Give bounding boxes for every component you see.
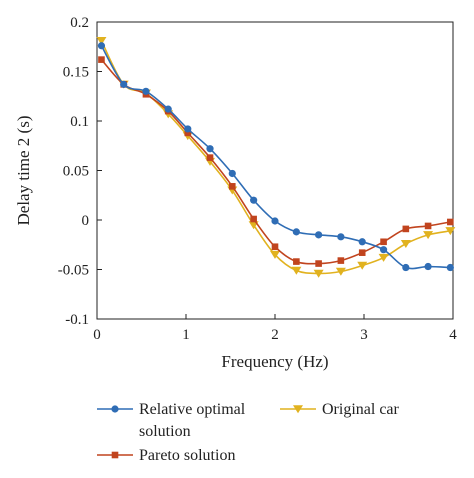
legend-entry-0: Relative optimal solution bbox=[97, 401, 246, 440]
data-point bbox=[97, 42, 106, 50]
legend-entry-2: Pareto solution bbox=[97, 447, 235, 464]
y-tick-label: 0 bbox=[82, 213, 90, 229]
data-point bbox=[228, 183, 236, 190]
data-point bbox=[250, 215, 257, 223]
legend-label: Pareto solution bbox=[139, 447, 235, 464]
legend: Relative optimal solution Original car Pare… bbox=[97, 401, 400, 464]
data-point bbox=[142, 87, 150, 95]
series-layer bbox=[96, 37, 456, 278]
data-point bbox=[184, 129, 192, 137]
data-point bbox=[424, 222, 432, 230]
data-point bbox=[292, 228, 300, 236]
y-tick-label: 0.05 bbox=[63, 164, 89, 180]
y-axis-ticks: -0.1 -0.05 0 0.05 0.1 0.15 0.2 bbox=[58, 15, 102, 328]
data-point bbox=[120, 80, 128, 88]
data-point bbox=[357, 261, 368, 270]
data-point bbox=[400, 240, 411, 249]
x-tick-label: 4 bbox=[449, 327, 457, 343]
legend-marker bbox=[293, 405, 303, 414]
y-axis-label: Delay time 2 (s) bbox=[14, 116, 33, 226]
data-point bbox=[337, 233, 345, 241]
y-tick-label: 0.15 bbox=[63, 65, 89, 81]
data-point bbox=[358, 249, 366, 256]
x-tick-label: 2 bbox=[271, 327, 279, 343]
x-axis-label: Frequency (Hz) bbox=[221, 352, 328, 371]
data-point bbox=[250, 196, 258, 204]
y-tick-label: -0.1 bbox=[65, 312, 89, 328]
data-point bbox=[335, 267, 346, 276]
data-point bbox=[315, 231, 323, 239]
x-tick-label: 0 bbox=[93, 327, 101, 343]
x-tick-label: 1 bbox=[182, 327, 190, 343]
axes bbox=[96, 21, 454, 320]
series-line bbox=[100, 45, 451, 270]
y-tick-label: 0.2 bbox=[70, 15, 89, 31]
data-point bbox=[402, 225, 410, 233]
y-tick-label: 0.1 bbox=[70, 114, 89, 130]
data-point bbox=[270, 250, 280, 259]
legend-label: Original car bbox=[322, 401, 400, 418]
legend-entry-1: Original car bbox=[280, 401, 400, 418]
data-point bbox=[184, 125, 192, 133]
data-point bbox=[447, 218, 454, 226]
y-tick-label: -0.05 bbox=[58, 263, 89, 279]
data-point bbox=[445, 227, 456, 236]
series-triangle-down-1 bbox=[96, 37, 456, 278]
data-point bbox=[378, 253, 389, 262]
x-tick-label: 3 bbox=[360, 327, 368, 343]
data-point bbox=[313, 269, 324, 278]
data-point bbox=[271, 243, 279, 251]
plot-frame bbox=[96, 21, 454, 320]
legend-label: Relative optimal bbox=[139, 401, 246, 418]
series-circle-0 bbox=[97, 42, 454, 272]
data-point bbox=[315, 260, 322, 267]
x-axis-ticks: 0 1 2 3 4 bbox=[93, 314, 457, 343]
data-point bbox=[379, 246, 388, 254]
data-point bbox=[337, 257, 345, 264]
data-point bbox=[293, 258, 300, 265]
data-point bbox=[98, 56, 105, 63]
data-point bbox=[271, 217, 279, 225]
data-point bbox=[446, 263, 454, 272]
data-point bbox=[358, 238, 366, 246]
legend-marker bbox=[111, 405, 119, 413]
data-point bbox=[96, 37, 107, 46]
series-line bbox=[100, 40, 451, 275]
data-point bbox=[380, 238, 387, 246]
data-point bbox=[423, 231, 434, 240]
legend-label: solution bbox=[139, 423, 191, 440]
data-point bbox=[228, 169, 236, 178]
data-point bbox=[206, 154, 214, 161]
data-point bbox=[424, 262, 432, 271]
data-point bbox=[164, 105, 172, 113]
data-point bbox=[291, 266, 302, 275]
series-square-2 bbox=[98, 56, 454, 267]
legend-marker bbox=[111, 451, 119, 459]
data-point bbox=[402, 263, 410, 272]
series-line bbox=[100, 59, 451, 265]
data-point bbox=[206, 145, 214, 153]
